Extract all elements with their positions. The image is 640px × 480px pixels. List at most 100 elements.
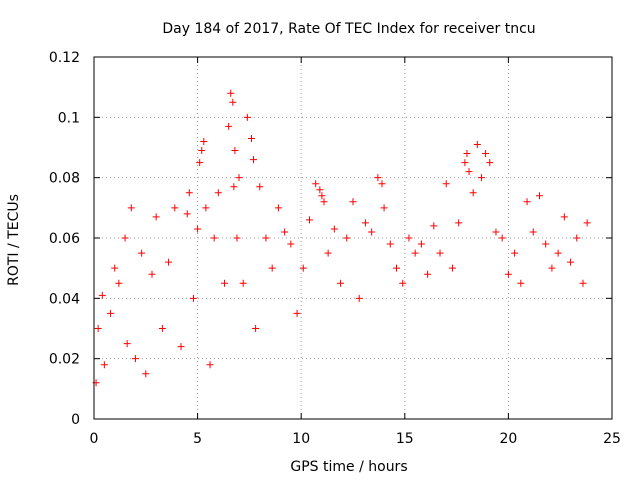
- data-point: [554, 249, 562, 257]
- data-point: [202, 204, 210, 212]
- data-point: [469, 189, 477, 197]
- x-tick-label: 0: [90, 431, 99, 447]
- data-point: [517, 279, 525, 287]
- data-point: [148, 270, 156, 278]
- data-point: [417, 240, 425, 248]
- data-point: [256, 183, 264, 191]
- data-point: [185, 189, 193, 197]
- data-point: [424, 270, 432, 278]
- data-point: [511, 249, 519, 257]
- data-point: [214, 189, 222, 197]
- data-point: [477, 174, 485, 182]
- data-point: [200, 137, 208, 145]
- grid-lines: [94, 57, 612, 419]
- data-point: [100, 361, 108, 369]
- data-point: [498, 234, 506, 242]
- data-point: [229, 98, 237, 106]
- data-point: [560, 213, 568, 221]
- data-point: [94, 325, 102, 332]
- data-point: [123, 340, 131, 348]
- data-point: [183, 210, 191, 218]
- data-point: [247, 134, 255, 142]
- data-point: [274, 204, 282, 212]
- y-tick-label: 0.02: [49, 352, 80, 368]
- data-point: [448, 264, 456, 272]
- data-point: [194, 225, 202, 233]
- data-point: [386, 240, 394, 248]
- data-point: [361, 219, 369, 227]
- data-point: [318, 192, 326, 200]
- data-point: [579, 279, 587, 287]
- data-point: [455, 219, 463, 227]
- data-point: [281, 228, 289, 236]
- data-point: [411, 249, 419, 257]
- data-point: [368, 228, 376, 236]
- data-point: [189, 294, 197, 302]
- data-point: [198, 147, 206, 155]
- data-point: [473, 140, 481, 148]
- x-tick-label: 10: [292, 431, 310, 447]
- data-point: [98, 291, 106, 299]
- data-point: [535, 192, 543, 200]
- data-point: [567, 258, 575, 266]
- data-point: [436, 249, 444, 257]
- data-point: [463, 150, 471, 158]
- data-point: [312, 180, 320, 188]
- data-point: [337, 279, 345, 287]
- data-point: [230, 183, 238, 191]
- data-point: [393, 264, 401, 272]
- data-point: [482, 150, 490, 158]
- data-point: [573, 234, 581, 242]
- data-point: [127, 204, 135, 212]
- data-point: [442, 180, 450, 188]
- data-point: [262, 234, 270, 242]
- data-point: [158, 325, 166, 332]
- data-point: [250, 156, 258, 164]
- x-tick-label: 15: [396, 431, 414, 447]
- data-point: [287, 240, 295, 248]
- data-point: [142, 370, 150, 378]
- y-tick-label: 0.12: [49, 50, 80, 66]
- data-point: [349, 198, 357, 206]
- data-point: [548, 264, 556, 272]
- data-point: [233, 234, 241, 242]
- data-point: [138, 249, 146, 257]
- data-point: [231, 147, 239, 155]
- y-tick-label: 0.04: [49, 291, 80, 307]
- data-point: [529, 228, 537, 236]
- data-point: [378, 180, 386, 188]
- data-point: [523, 198, 531, 206]
- data-point: [316, 186, 324, 194]
- data-point: [430, 222, 438, 230]
- y-axis-label: ROTI / TECUs: [6, 194, 22, 286]
- data-point: [268, 264, 276, 272]
- chart-title: Day 184 of 2017, Rate Of TEC Index for r…: [162, 21, 535, 37]
- data-point: [165, 258, 173, 266]
- data-point: [583, 219, 591, 227]
- data-point: [399, 279, 407, 287]
- data-point: [115, 279, 123, 287]
- data-point: [465, 168, 473, 176]
- y-tick-label: 0.06: [49, 231, 80, 247]
- data-point: [380, 204, 388, 212]
- data-point: [221, 279, 229, 287]
- data-point: [343, 234, 351, 242]
- data-point: [461, 159, 469, 167]
- data-point: [177, 343, 185, 351]
- data-point: [330, 225, 338, 233]
- data-point: [492, 228, 500, 236]
- data-point: [542, 240, 550, 248]
- data-point: [227, 89, 235, 97]
- x-tick-label: 20: [499, 431, 517, 447]
- x-tick-label: 5: [193, 431, 202, 447]
- data-point: [243, 113, 251, 121]
- data-points: [92, 89, 591, 387]
- data-point: [355, 294, 363, 302]
- data-point: [111, 264, 119, 272]
- data-point: [131, 355, 139, 363]
- x-tick-label: 25: [603, 431, 621, 447]
- x-axis-label: GPS time / hours: [290, 459, 407, 475]
- data-point: [486, 159, 494, 167]
- data-point: [252, 325, 260, 332]
